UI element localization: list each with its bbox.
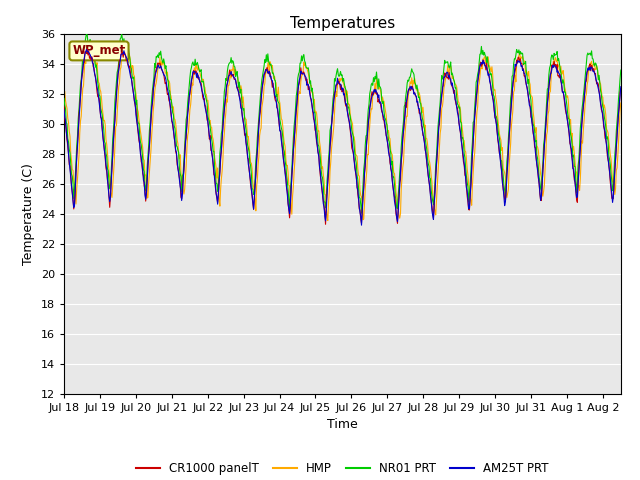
NR01 PRT: [60, 96, 68, 101]
HMP: [63, 102, 70, 108]
HMP: [461, 148, 468, 154]
HMP: [617, 100, 625, 106]
HMP: [83, 39, 91, 45]
HMP: [60, 88, 68, 94]
CR1000 panelT: [60, 104, 68, 109]
Title: Temperatures: Temperatures: [290, 16, 395, 31]
Line: NR01 PRT: NR01 PRT: [64, 34, 621, 213]
Legend: CR1000 panelT, HMP, NR01 PRT, AM25T PRT: CR1000 panelT, HMP, NR01 PRT, AM25T PRT: [131, 457, 554, 480]
CR1000 panelT: [319, 197, 327, 203]
CR1000 panelT: [83, 46, 91, 51]
Line: CR1000 panelT: CR1000 panelT: [64, 48, 621, 224]
AM25T PRT: [298, 71, 306, 77]
NR01 PRT: [461, 155, 468, 160]
AM25T PRT: [475, 73, 483, 79]
NR01 PRT: [617, 67, 625, 73]
NR01 PRT: [298, 58, 306, 64]
CR1000 panelT: [461, 172, 468, 178]
CR1000 panelT: [322, 221, 330, 227]
HMP: [139, 144, 147, 150]
NR01 PRT: [319, 182, 327, 188]
NR01 PRT: [83, 31, 90, 37]
CR1000 panelT: [298, 71, 306, 77]
AM25T PRT: [60, 107, 68, 112]
NR01 PRT: [358, 210, 365, 216]
AM25T PRT: [139, 168, 147, 173]
Text: WP_met: WP_met: [72, 44, 125, 58]
X-axis label: Time: Time: [327, 418, 358, 431]
Line: AM25T PRT: AM25T PRT: [64, 49, 621, 225]
CR1000 panelT: [139, 170, 147, 176]
AM25T PRT: [83, 47, 90, 52]
HMP: [475, 83, 483, 89]
NR01 PRT: [63, 120, 70, 125]
AM25T PRT: [319, 201, 327, 206]
CR1000 panelT: [63, 127, 70, 133]
AM25T PRT: [617, 84, 625, 90]
NR01 PRT: [475, 68, 483, 74]
CR1000 panelT: [617, 86, 625, 92]
AM25T PRT: [358, 222, 365, 228]
Y-axis label: Temperature (C): Temperature (C): [22, 163, 35, 264]
AM25T PRT: [461, 167, 468, 173]
AM25T PRT: [63, 128, 70, 134]
NR01 PRT: [139, 155, 147, 161]
HMP: [324, 218, 332, 224]
Line: HMP: HMP: [64, 42, 621, 221]
HMP: [319, 171, 327, 177]
CR1000 panelT: [475, 74, 483, 80]
HMP: [298, 72, 306, 77]
